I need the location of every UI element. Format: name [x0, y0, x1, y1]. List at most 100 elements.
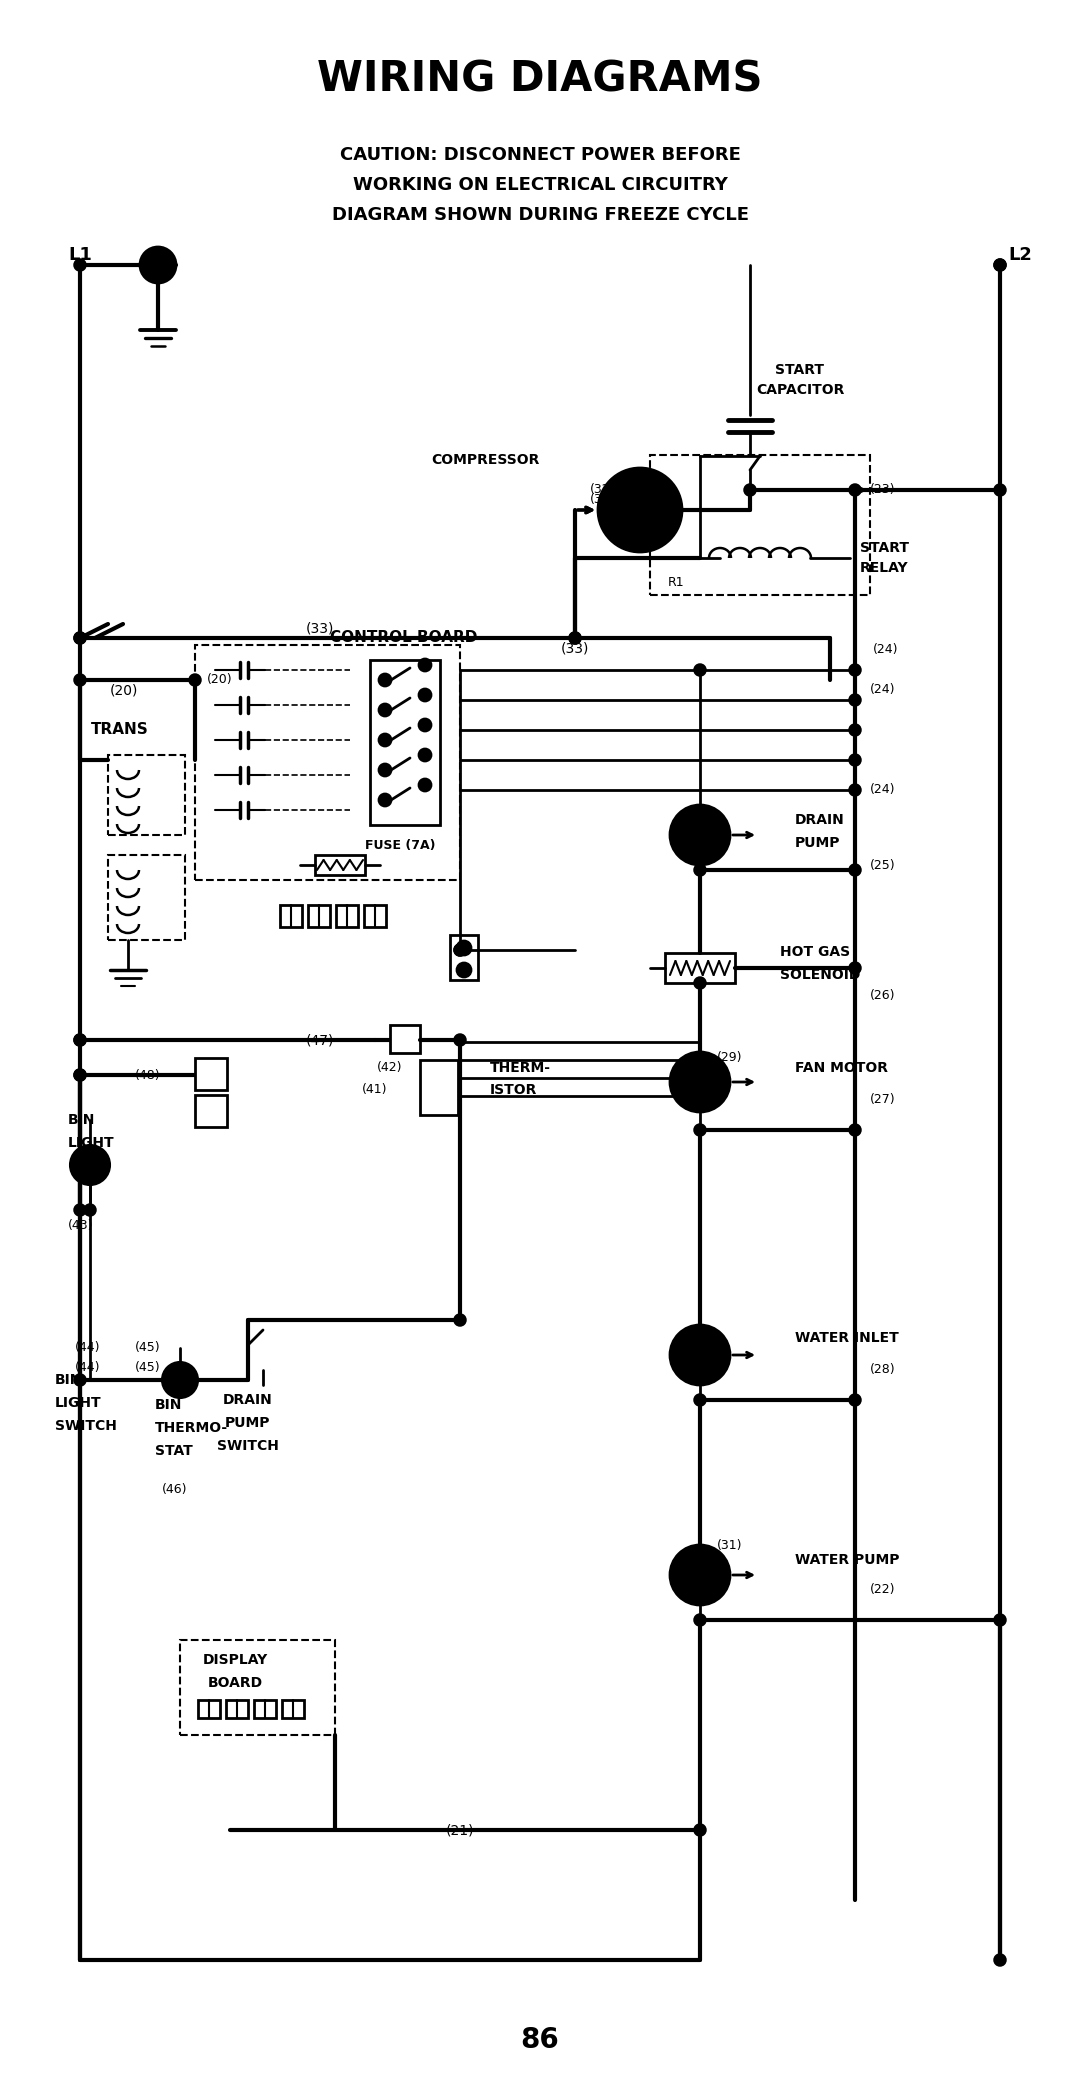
Text: ISTOR: ISTOR: [490, 1084, 538, 1096]
Text: (29): (29): [717, 1052, 743, 1065]
Text: PUMP: PUMP: [226, 1416, 271, 1430]
Circle shape: [455, 1036, 465, 1044]
Bar: [195, 1059, 227, 1090]
Text: TRANS: TRANS: [91, 722, 149, 737]
Circle shape: [570, 633, 580, 643]
Circle shape: [75, 261, 85, 269]
Text: FUSE (7A): FUSE (7A): [365, 839, 435, 852]
Bar: [315, 854, 365, 875]
Text: SOLENOID: SOLENOID: [780, 969, 861, 981]
Bar: [665, 952, 735, 983]
Text: DIAGRAM SHOWN DURING FREEZE CYCLE: DIAGRAM SHOWN DURING FREEZE CYCLE: [332, 207, 748, 223]
Circle shape: [696, 664, 705, 674]
Circle shape: [75, 1376, 85, 1384]
Text: (20): (20): [207, 674, 233, 687]
Circle shape: [75, 1069, 85, 1079]
Text: (42): (42): [377, 1061, 403, 1075]
Circle shape: [419, 779, 431, 791]
Circle shape: [190, 674, 200, 685]
Circle shape: [379, 704, 391, 716]
Circle shape: [995, 484, 1005, 495]
Text: (23): (23): [870, 484, 895, 497]
Circle shape: [850, 864, 860, 875]
Text: START: START: [860, 541, 909, 555]
Bar: [650, 455, 870, 595]
Text: DISPLAY: DISPLAY: [202, 1654, 268, 1666]
Circle shape: [850, 484, 860, 495]
Circle shape: [570, 633, 580, 643]
Bar: [195, 1094, 227, 1128]
Circle shape: [850, 725, 860, 735]
Circle shape: [598, 468, 681, 551]
Text: RELAY: RELAY: [860, 562, 908, 574]
Text: BOARD: BOARD: [207, 1677, 262, 1689]
Circle shape: [75, 1205, 85, 1215]
Circle shape: [75, 633, 85, 643]
Circle shape: [995, 261, 1005, 269]
Bar: [370, 660, 440, 825]
Text: WIRING DIAGRAMS: WIRING DIAGRAMS: [318, 58, 762, 100]
Circle shape: [696, 977, 705, 988]
Circle shape: [455, 946, 465, 954]
Text: STAT: STAT: [156, 1445, 192, 1457]
Text: L2: L2: [1008, 246, 1031, 263]
Circle shape: [995, 1954, 1005, 1965]
Text: (46): (46): [162, 1482, 188, 1497]
Circle shape: [696, 1395, 705, 1405]
Text: DRAIN: DRAIN: [795, 812, 845, 827]
Text: (25): (25): [870, 858, 895, 871]
Text: (33): (33): [306, 620, 334, 635]
Text: SWITCH: SWITCH: [217, 1439, 279, 1453]
Text: (44): (44): [76, 1361, 100, 1374]
Text: (24): (24): [870, 783, 895, 796]
Circle shape: [75, 1036, 85, 1044]
Text: (44): (44): [76, 1340, 100, 1355]
Circle shape: [850, 695, 860, 706]
Bar: [195, 645, 460, 879]
Text: LIGHT: LIGHT: [68, 1136, 114, 1150]
Circle shape: [457, 942, 471, 954]
Bar: [254, 1700, 276, 1718]
Text: WATER INLET: WATER INLET: [795, 1330, 899, 1345]
Text: START: START: [775, 363, 824, 378]
Circle shape: [379, 793, 391, 806]
Bar: [420, 1061, 458, 1115]
Text: CAUTION: DISCONNECT POWER BEFORE: CAUTION: DISCONNECT POWER BEFORE: [339, 146, 741, 165]
Text: WATER PUMP: WATER PUMP: [795, 1553, 900, 1566]
Circle shape: [696, 864, 705, 875]
Text: (43): (43): [68, 1219, 94, 1232]
Bar: [180, 1639, 335, 1735]
Text: FAN MOTOR: FAN MOTOR: [795, 1061, 888, 1075]
Circle shape: [995, 1614, 1005, 1624]
Circle shape: [850, 756, 860, 764]
Text: (21): (21): [446, 1823, 474, 1837]
Text: (33): (33): [561, 641, 590, 656]
Circle shape: [85, 1205, 95, 1215]
Text: (24): (24): [870, 683, 895, 697]
Circle shape: [670, 1052, 730, 1113]
Text: 86: 86: [521, 2025, 559, 2055]
Bar: [108, 854, 185, 940]
Circle shape: [419, 689, 431, 702]
Circle shape: [75, 674, 85, 685]
Bar: [280, 904, 302, 927]
Bar: [282, 1700, 303, 1718]
Circle shape: [850, 785, 860, 796]
Text: (24): (24): [873, 643, 899, 656]
Circle shape: [696, 1125, 705, 1136]
Text: CAPACITOR: CAPACITOR: [756, 382, 845, 397]
Circle shape: [419, 660, 431, 670]
Bar: [450, 935, 478, 979]
Text: (32): (32): [590, 484, 616, 497]
Text: THERM-: THERM-: [490, 1061, 551, 1075]
Text: DRAIN: DRAIN: [224, 1393, 273, 1407]
Circle shape: [670, 1545, 730, 1606]
Bar: [198, 1700, 220, 1718]
Circle shape: [696, 1825, 705, 1835]
Text: THERMO-: THERMO-: [156, 1422, 228, 1434]
Circle shape: [850, 1125, 860, 1136]
Circle shape: [457, 963, 471, 977]
Circle shape: [140, 246, 176, 284]
Circle shape: [419, 750, 431, 760]
Circle shape: [419, 718, 431, 731]
